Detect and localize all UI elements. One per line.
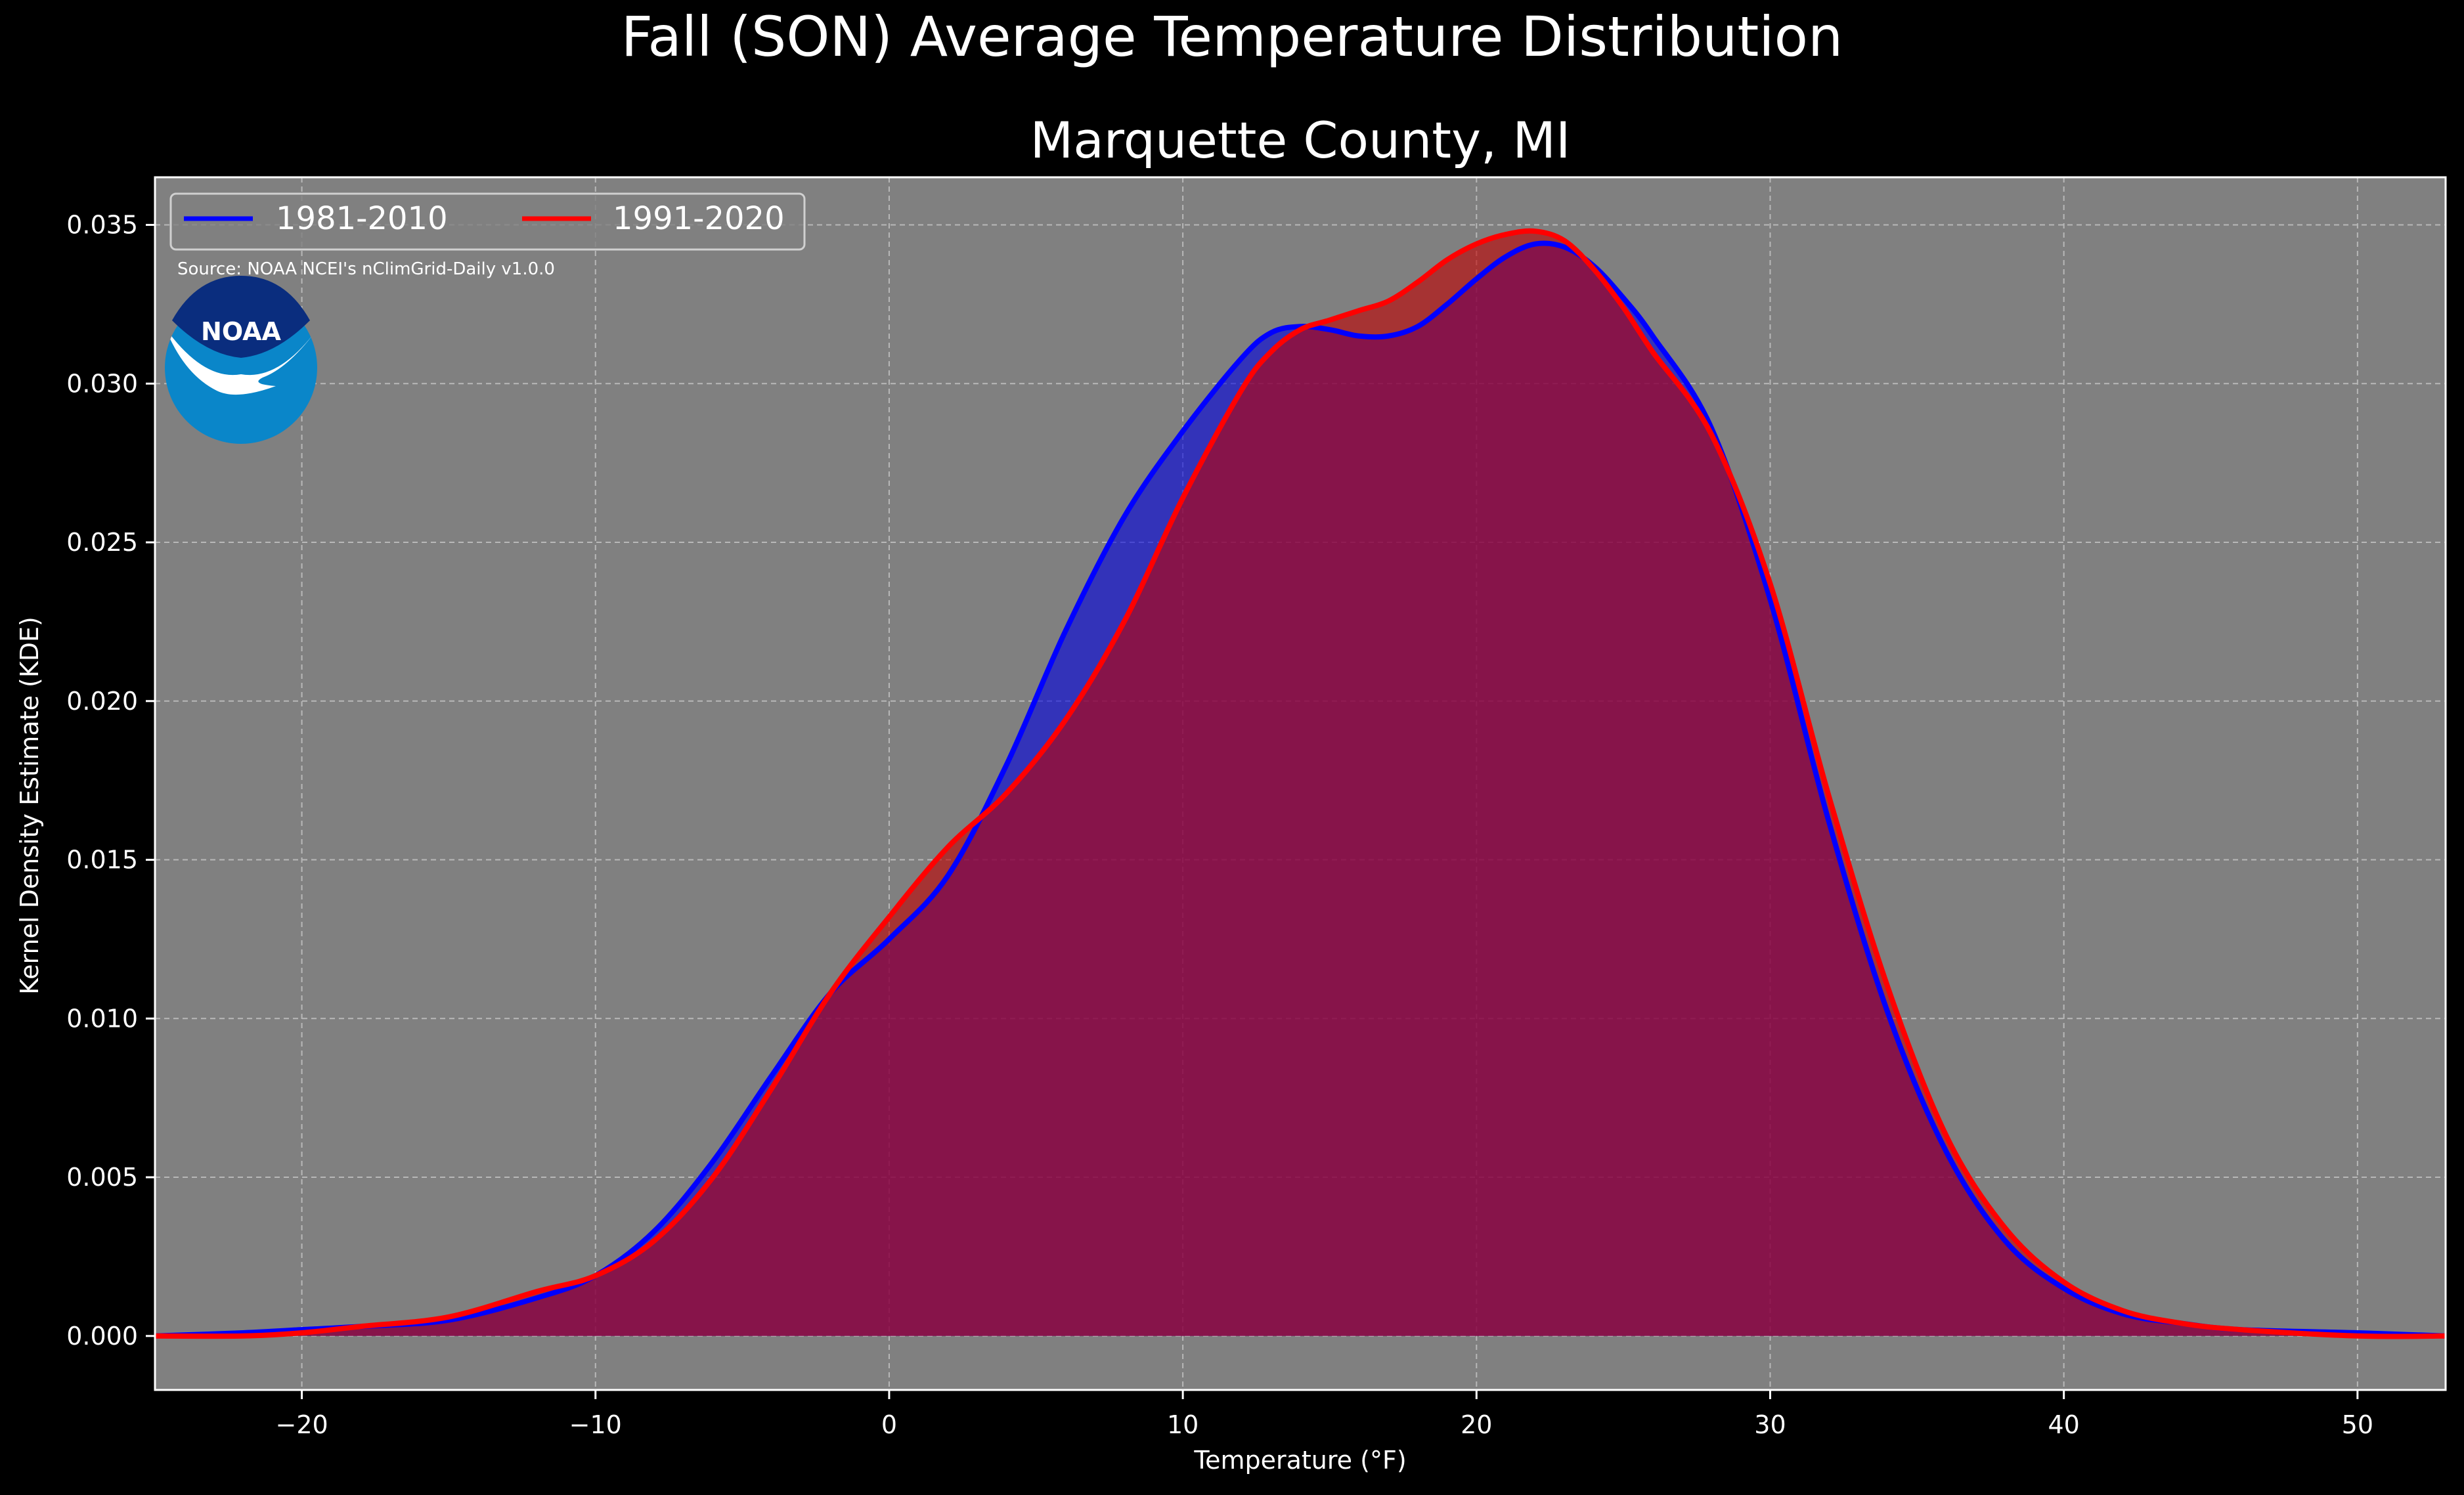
y-tick-label: 0.000 [66, 1322, 138, 1351]
x-tick-label: 50 [2342, 1410, 2373, 1439]
x-tick-label: −20 [275, 1410, 328, 1439]
legend-box [169, 192, 806, 251]
x-tick-label: 30 [1754, 1410, 1786, 1439]
y-axis-label: Kernel Density Estimate (KDE) [15, 617, 44, 995]
x-axis-ticks: −20 −10 0 10 20 30 40 50 [275, 1390, 2373, 1439]
x-tick-label: 40 [2048, 1410, 2079, 1439]
series-fills [155, 230, 2446, 1337]
legend: 1981-2010 1991-2020 [169, 192, 806, 251]
chart-subtitle: Marquette County, MI [1030, 111, 1571, 169]
legend-label-1981-2010: 1981-2010 [276, 200, 448, 237]
axes-frame [154, 176, 2447, 1391]
y-axis-ticks: 0.000 0.005 0.010 0.015 0.020 0.025 0.030 0.035 [66, 211, 155, 1351]
series-line-1991-2020 [154, 228, 2446, 1339]
x-tick-label: 0 [881, 1410, 897, 1439]
plot-area [154, 176, 2447, 1391]
series-fill-1991-2020 [155, 230, 2446, 1337]
series-lines [154, 228, 2446, 1339]
y-tick-label: 0.030 [66, 369, 138, 398]
series-line-1981-2010 [154, 240, 2446, 1339]
x-tick-label: 20 [1461, 1410, 1492, 1439]
y-tick-label: 0.035 [66, 211, 138, 240]
y-tick-label: 0.015 [66, 846, 138, 875]
y-tick-label: 0.005 [66, 1163, 138, 1192]
noaa-logo: NOAA [165, 276, 317, 444]
y-tick-label: 0.025 [66, 528, 138, 557]
noaa-logo-text: NOAA [201, 317, 281, 346]
y-tick-label: 0.020 [66, 687, 138, 716]
x-axis-label: Temperature (°F) [1193, 1446, 1406, 1475]
source-annotation: Source: NOAA NCEI's nClimGrid-Daily v1.0… [177, 259, 555, 279]
legend-label-1991-2020: 1991-2020 [613, 200, 785, 237]
x-tick-label: 10 [1167, 1410, 1199, 1439]
figure-title: Fall (SON) Average Temperature Distribut… [621, 5, 1843, 69]
x-tick-label: −10 [569, 1410, 622, 1439]
y-tick-label: 0.010 [66, 1004, 138, 1033]
